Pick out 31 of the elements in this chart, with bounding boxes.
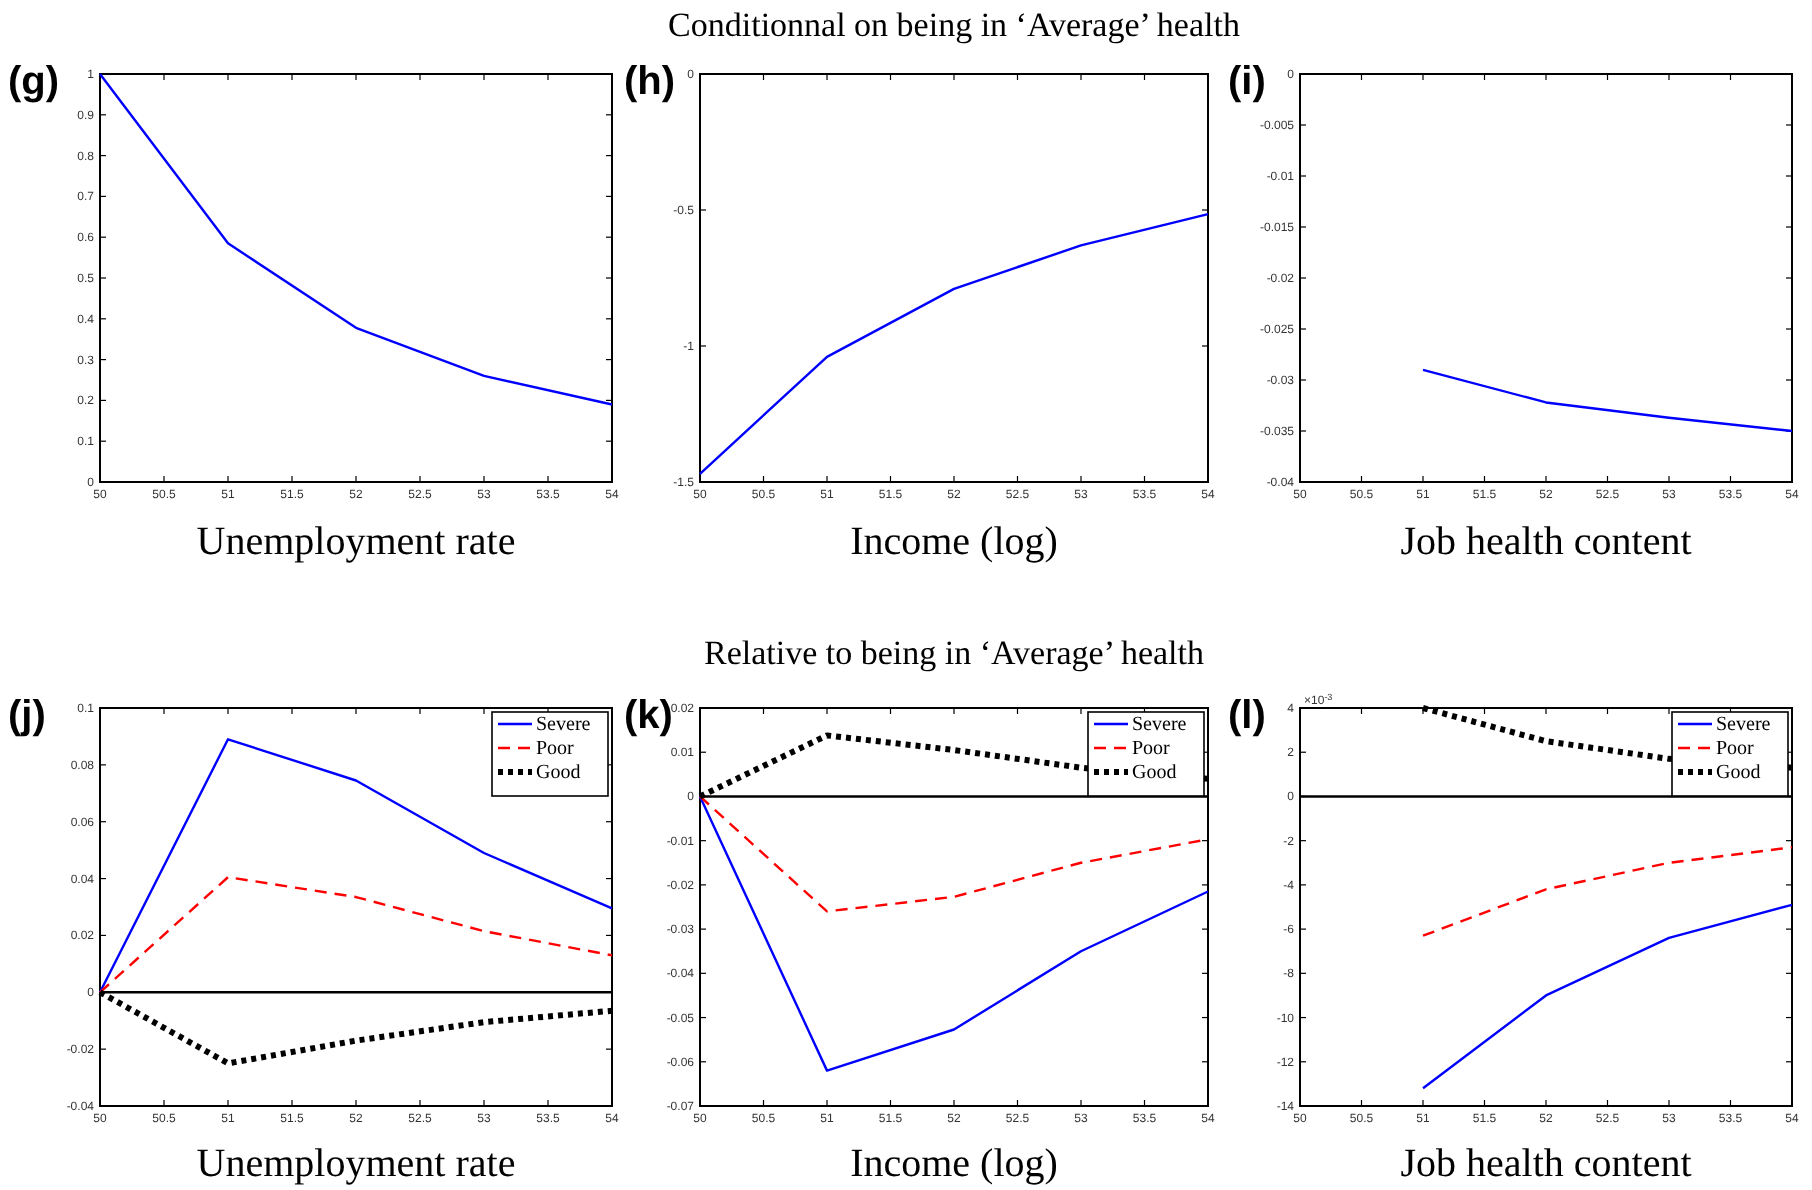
line-series — [698, 795, 1210, 1072]
line-series — [698, 212, 1210, 476]
x-axis-title: Income (log) — [850, 1142, 1058, 1186]
legend-label: Severe — [536, 714, 592, 736]
legend-label: Good — [536, 762, 581, 784]
x-axis-title: Income (log) — [850, 520, 1058, 564]
text: (l) — [1228, 694, 1266, 738]
legend-label: Severe — [1716, 714, 1772, 736]
chart-title: Relative to being in ‘Average’ health — [703, 634, 1206, 672]
line-series — [98, 72, 614, 406]
legend-label: Good — [1716, 762, 1761, 784]
legend-label: Good — [1132, 762, 1177, 784]
x-axis-title: Unemployment rate — [196, 520, 516, 564]
line-series — [98, 875, 614, 994]
x-axis-title: Job health content — [1400, 1142, 1693, 1186]
line-series — [1421, 846, 1794, 937]
text: (j) — [8, 694, 46, 738]
legend-label: Poor — [1132, 738, 1172, 760]
legend-label: Poor — [1716, 738, 1756, 760]
legend-label: Severe — [1132, 714, 1188, 736]
legend-label: Poor — [536, 738, 576, 760]
text: (h) — [624, 60, 676, 104]
x-axis-title: Unemployment rate — [196, 1142, 516, 1186]
text: (g) — [8, 60, 60, 104]
chart-title: Conditionnal on being in ‘Average’ health — [668, 6, 1241, 44]
text: (i) — [1228, 60, 1266, 104]
line-series — [1421, 903, 1794, 1090]
text: (k) — [624, 694, 673, 738]
line-series — [98, 738, 614, 994]
x-axis-title: Job health content — [1400, 520, 1693, 564]
line-series — [1421, 368, 1794, 433]
